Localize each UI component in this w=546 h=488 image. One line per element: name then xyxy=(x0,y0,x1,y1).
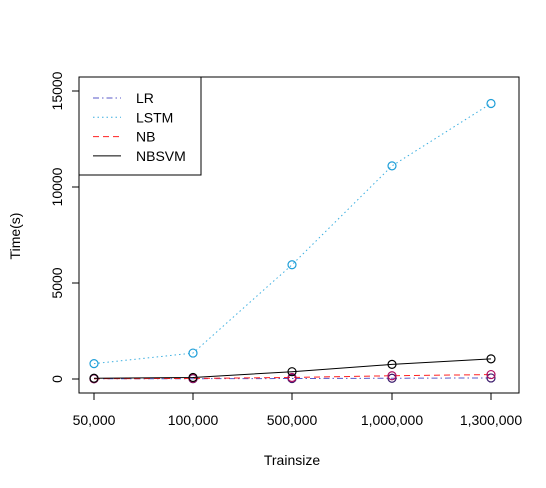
legend-label-lstm: LSTM xyxy=(136,109,173,125)
data-point-nbsvm xyxy=(89,373,99,383)
x-tick-label: 1,300,000 xyxy=(460,412,522,428)
x-axis: 50,000 100,000 500,000 1,000,000 1,300,000 xyxy=(73,392,522,428)
data-point-nbsvm xyxy=(287,367,297,377)
x-tick-label: 100,000 xyxy=(168,412,219,428)
data-point-nb xyxy=(486,369,496,380)
x-tick-label: 500,000 xyxy=(267,412,318,428)
data-point-nb xyxy=(387,371,397,381)
data-point-lstm xyxy=(287,260,297,270)
x-tick-label: 1,000,000 xyxy=(361,412,423,428)
y-tick-label: 15000 xyxy=(49,71,65,110)
data-point-lr xyxy=(387,373,397,383)
data-point-nb xyxy=(287,372,297,383)
data-point-lstm xyxy=(486,98,496,109)
series-points xyxy=(89,98,496,384)
x-tick-label: 50,000 xyxy=(73,412,116,428)
data-point-nbsvm xyxy=(486,354,496,364)
data-point-lstm xyxy=(89,359,99,369)
legend: LR LSTM NB NBSVM xyxy=(78,76,202,176)
series-lines xyxy=(93,103,492,380)
data-point-nbsvm xyxy=(188,372,198,383)
y-axis: 0 5000 10000 15000 xyxy=(49,71,80,383)
data-point-nbsvm xyxy=(387,359,397,370)
y-tick-label: 0 xyxy=(49,375,65,383)
y-tick-label: 5000 xyxy=(49,267,65,298)
legend-label-nbsvm: NBSVM xyxy=(136,148,186,164)
series-line-lr xyxy=(93,377,492,380)
data-point-lstm xyxy=(387,161,397,171)
series-line-nbsvm xyxy=(93,358,492,379)
x-axis-label: Trainsize xyxy=(264,452,320,468)
legend-box xyxy=(78,76,202,176)
y-axis-label: Time(s) xyxy=(7,213,23,260)
data-point-lstm xyxy=(188,348,198,358)
series-line-nb xyxy=(93,374,492,380)
data-point-lr xyxy=(486,373,496,383)
legend-label-nb: NB xyxy=(136,129,155,145)
legend-label-lr: LR xyxy=(136,90,154,106)
y-tick-label: 10000 xyxy=(49,167,65,206)
